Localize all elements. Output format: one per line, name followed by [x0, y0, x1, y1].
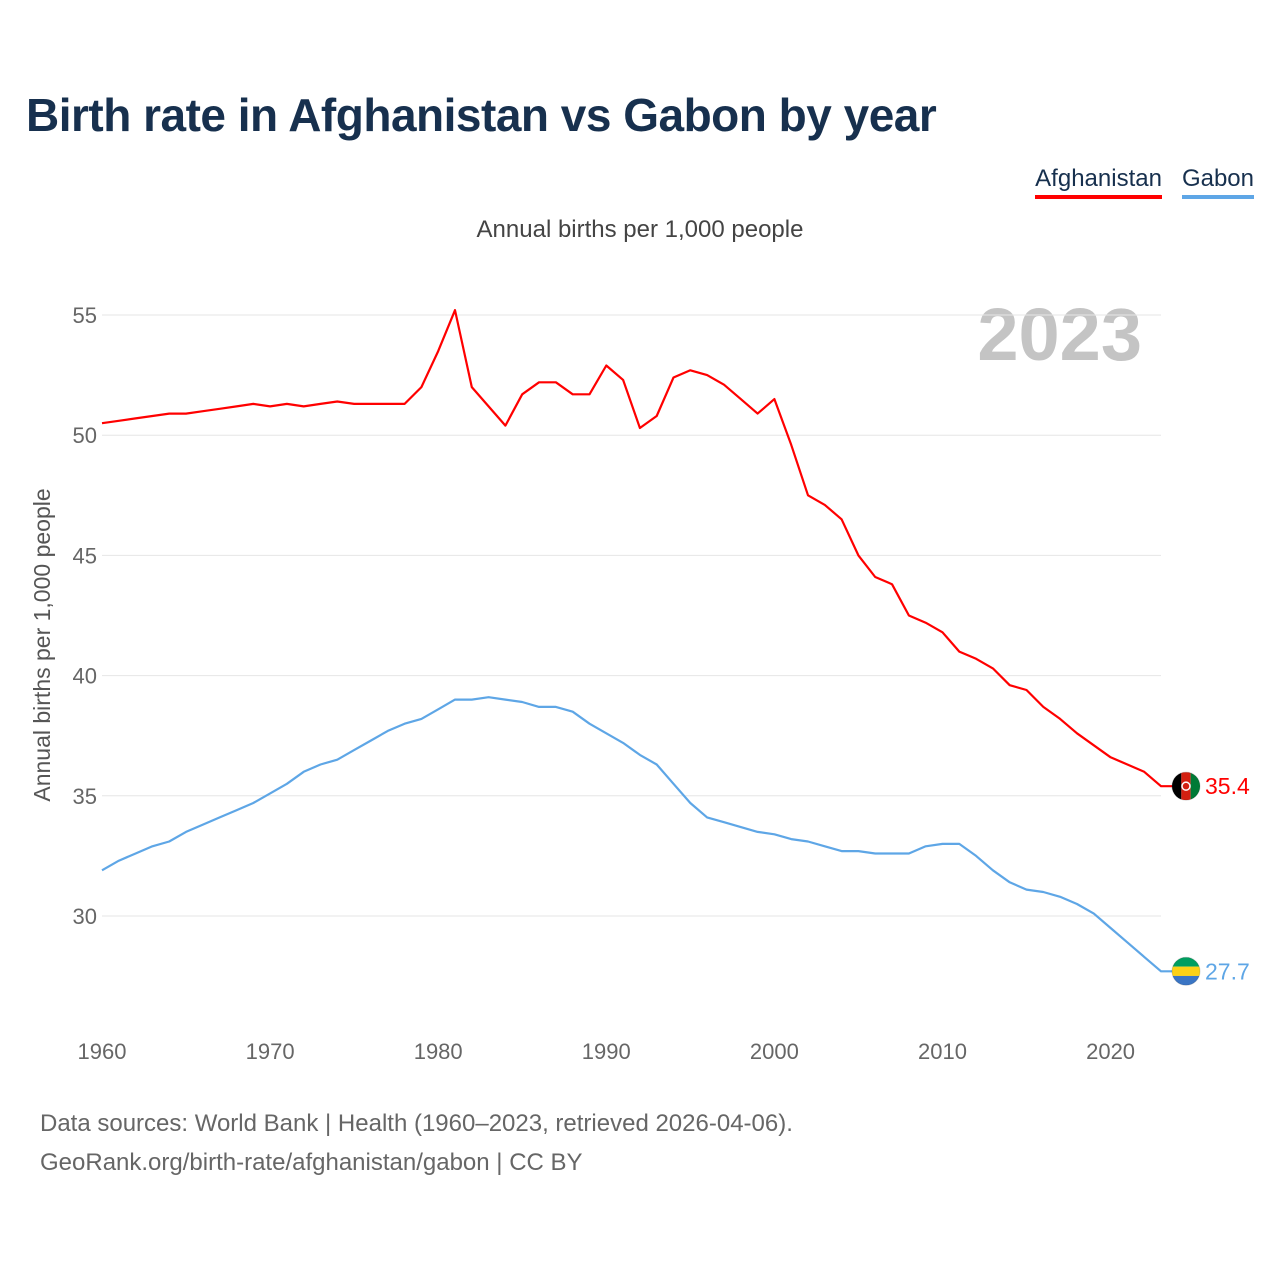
- y-tick-label: 55: [73, 303, 97, 328]
- flag-icon-gabon: [1171, 956, 1201, 986]
- y-tick-label: 40: [73, 664, 97, 689]
- footer: Data sources: World Bank | Health (1960–…: [40, 1104, 793, 1182]
- footer-sources: Data sources: World Bank | Health (1960–…: [40, 1110, 793, 1137]
- chart-subtitle: Annual births per 1,000 people: [476, 216, 804, 243]
- series-line-gabon[interactable]: [101, 696, 1172, 973]
- series-line-afghanistan[interactable]: [101, 309, 1172, 788]
- y-tick-label: 30: [73, 904, 97, 929]
- x-tick-label: 1990: [582, 1039, 631, 1064]
- end-value-label-gabon: 27.7: [1205, 958, 1250, 984]
- end-value-label-afghanistan: 35.4: [1205, 773, 1250, 799]
- flag-icon-afghanistan: [1171, 771, 1201, 801]
- legend: Afghanistan Gabon: [1035, 165, 1254, 199]
- x-tick-label: 2010: [918, 1039, 967, 1064]
- legend-item-gabon[interactable]: Gabon: [1181, 165, 1254, 199]
- x-tick-label: 1980: [414, 1039, 463, 1064]
- y-tick-label: 35: [73, 784, 97, 809]
- y-axis-label: Annual births per 1,000 people: [29, 488, 55, 801]
- x-tick-label: 2020: [1086, 1039, 1135, 1064]
- x-tick-label: 1960: [78, 1039, 127, 1064]
- footer-link[interactable]: GeoRank.org/birth-rate/afghanistan/gabon…: [40, 1149, 583, 1176]
- x-tick-label: 2000: [750, 1039, 799, 1064]
- x-tick-label: 1970: [246, 1039, 295, 1064]
- legend-item-afghanistan[interactable]: Afghanistan: [1035, 165, 1162, 199]
- y-tick-label: 50: [73, 423, 97, 448]
- year-watermark: 2023: [977, 293, 1142, 376]
- chart-title: Birth rate in Afghanistan vs Gabon by ye…: [26, 89, 937, 141]
- y-tick-label: 45: [73, 543, 97, 568]
